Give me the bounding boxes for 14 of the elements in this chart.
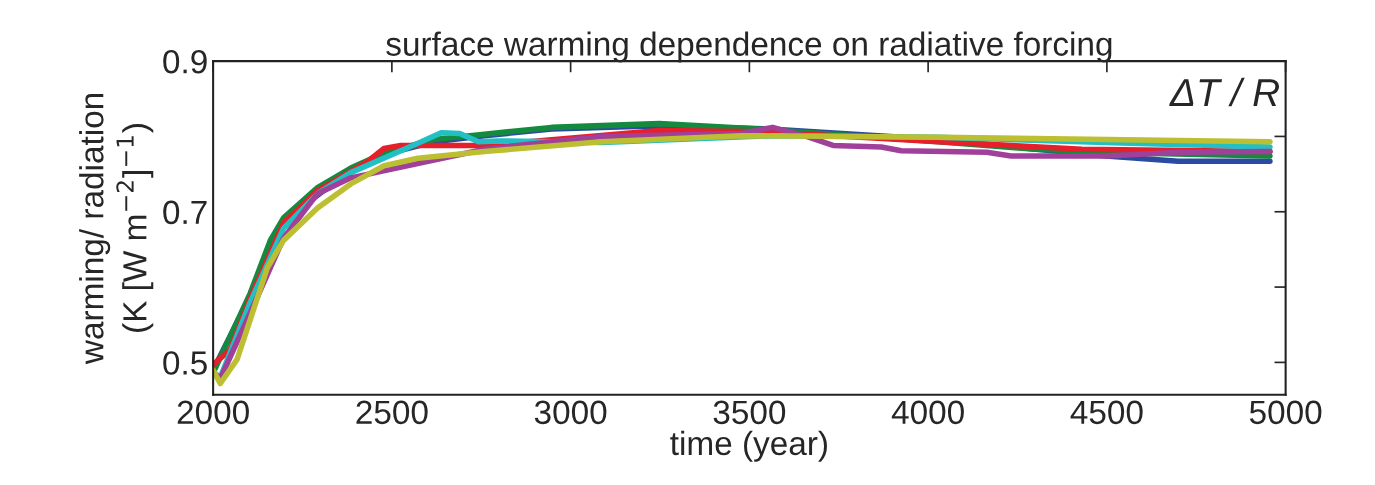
y-tick-label: 0.9 bbox=[163, 49, 207, 74]
y-tick-label: 0.7 bbox=[163, 200, 207, 225]
y-tick-label: 0.5 bbox=[163, 351, 207, 375]
x-tick-label: 3000 bbox=[534, 400, 607, 425]
y-axis-title: warming/ radiation (K [W m$^{−2}$]$^{−1}$) bbox=[79, 93, 154, 365]
x-tick-label: 5000 bbox=[1249, 400, 1322, 425]
x-tick-label: 2000 bbox=[177, 400, 249, 425]
annotation: ΔT / R bbox=[1169, 77, 1280, 107]
x-tick-label: 2500 bbox=[356, 400, 428, 425]
x-tick-label: 3500 bbox=[713, 400, 786, 425]
x-tick-label: 4000 bbox=[891, 400, 964, 425]
x-axis-title: time (year) bbox=[670, 430, 827, 462]
x-tick-label: 4500 bbox=[1070, 400, 1143, 425]
chart-title: surface warming dependence on radiative forcing bbox=[386, 31, 1112, 63]
